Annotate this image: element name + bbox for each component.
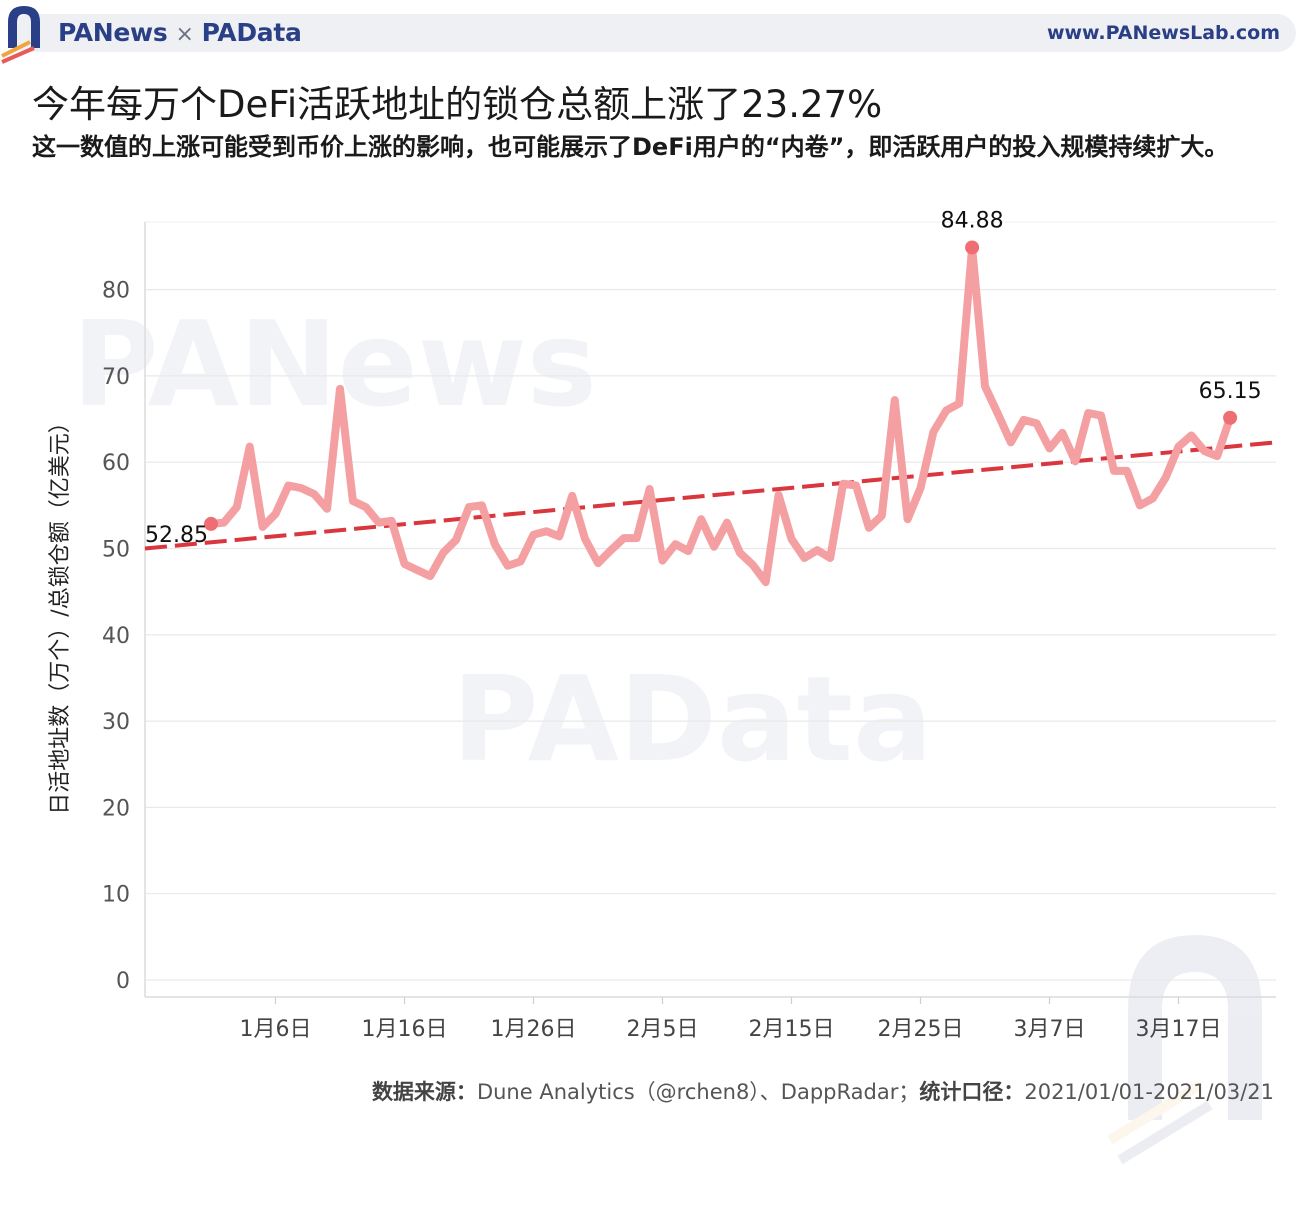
scope-label: 统计口径： [919, 1080, 1025, 1104]
watermark-layer: PANews PAData [72, 295, 1262, 1165]
source-text: Dune Analytics（@rchen8）、DappRadar； [476, 1080, 920, 1104]
axis-layer: 0 10 20 30 40 50 60 70 80 1月6日 1月16日 1月26日 2月5日 2月15日… [102, 222, 1276, 1042]
y-tick-label: 70 [102, 365, 130, 390]
logo-icon [1, 6, 40, 64]
x-tick-label: 1月26日 [491, 1017, 577, 1042]
annotation-dot [1223, 410, 1238, 425]
header-bar: PANews × PAData www.PANewsLab.com [0, 0, 1300, 66]
y-tick-label: 50 [102, 538, 130, 563]
y-tick-label: 80 [102, 279, 130, 304]
annotation-dot [965, 240, 980, 255]
y-axis-label: 日活地址数（万个）/总锁仓额（亿美元） [48, 411, 73, 815]
trend-line [144, 440, 1277, 551]
watermark-logo-icon [1107, 935, 1262, 1165]
annotation-dot [204, 516, 218, 531]
series-line [207, 243, 1235, 587]
annotation-layer: 52.85 84.88 65.15 [145, 208, 1262, 547]
series-layer [207, 243, 1235, 587]
annotation-label: 52.85 [145, 523, 208, 548]
annotation-label: 65.15 [1199, 379, 1262, 404]
y-tick-label: 60 [102, 451, 130, 476]
scope-text: 2021/01/01-2021/03/21 [1024, 1080, 1274, 1104]
y-tick-label: 30 [102, 710, 130, 735]
y-tick-label: 40 [102, 624, 130, 649]
chart-title: 今年每万个DeFi活跃地址的锁仓总额上涨了23.27% [32, 83, 883, 126]
y-tick-label: 0 [116, 969, 130, 994]
brand-name: PANews × PAData [58, 18, 302, 47]
x-tick-label: 3月7日 [1014, 1017, 1086, 1042]
x-tick-label: 2月15日 [749, 1017, 835, 1042]
x-tick-label: 3月17日 [1136, 1017, 1222, 1042]
grid-layer [145, 221, 1276, 981]
watermark-padata: PAData [452, 650, 933, 788]
x-tick-label: 2月25日 [878, 1017, 964, 1042]
source-label: 数据来源： [371, 1080, 477, 1104]
trend-layer [144, 440, 1277, 551]
header-pill [10, 14, 1296, 52]
x-tick-label: 1月16日 [362, 1017, 448, 1042]
y-tick-label: 20 [102, 796, 130, 821]
annotation-label: 84.88 [941, 208, 1004, 233]
brand-left: PANews [58, 18, 168, 47]
x-tick-label: 2月5日 [627, 1017, 699, 1042]
site-url[interactable]: www.PANewsLab.com [1046, 22, 1280, 44]
source-note: 数据来源：Dune Analytics（@rchen8）、DappRadar；统… [372, 1076, 1274, 1106]
brand-right: PAData [201, 18, 302, 47]
brand-times: × [175, 22, 194, 47]
y-tick-label: 10 [102, 883, 130, 908]
x-tick-label: 1月6日 [240, 1017, 312, 1042]
chart-subtitle: 这一数值的上涨可能受到币价上涨的影响，也可能展示了DeFi用户的“内卷”，即活跃… [32, 133, 1229, 161]
